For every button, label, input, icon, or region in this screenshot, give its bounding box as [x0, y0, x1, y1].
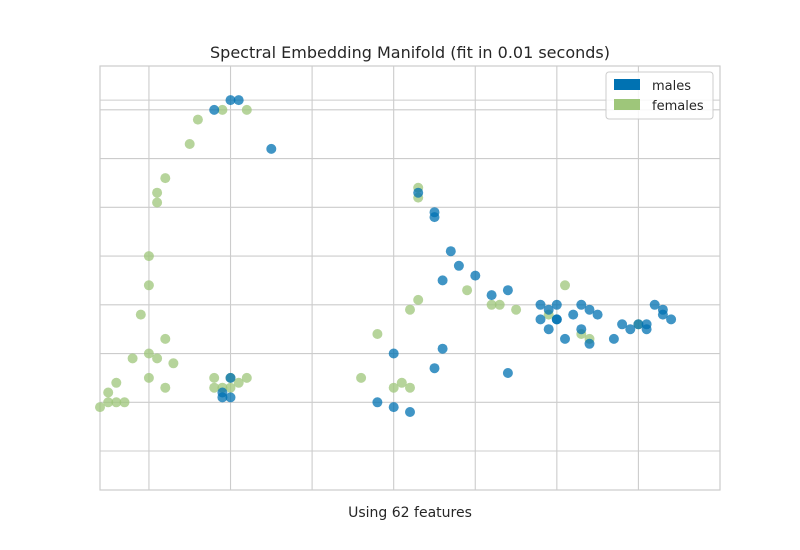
- point-males-28: [625, 324, 636, 335]
- series-females: [95, 104, 644, 413]
- point-females-3: [184, 139, 195, 149]
- point-males-10: [470, 270, 481, 281]
- point-males-37: [388, 348, 399, 359]
- point-males-43: [388, 402, 399, 413]
- chart-title: Spectral Embedding Manifold (fit in 0.01…: [210, 43, 610, 62]
- point-females-13: [127, 353, 138, 364]
- point-males-6: [429, 207, 440, 218]
- point-males-7: [445, 246, 456, 257]
- legend: males females: [605, 71, 714, 120]
- point-females-1: [241, 104, 252, 115]
- point-females-18: [103, 387, 114, 398]
- point-females-6: [152, 197, 163, 208]
- legend-swatch-males: [614, 79, 640, 90]
- point-males-1: [225, 95, 236, 106]
- point-males-19: [576, 324, 587, 335]
- point-females-5: [152, 187, 163, 198]
- point-females-15: [143, 372, 154, 383]
- point-males-17: [576, 299, 587, 310]
- point-males-40: [217, 392, 228, 403]
- point-males-30: [666, 314, 677, 325]
- point-females-28: [241, 372, 252, 383]
- point-females-40: [486, 299, 497, 310]
- point-males-33: [649, 299, 660, 310]
- point-males-20: [592, 309, 603, 320]
- point-females-35: [405, 304, 415, 315]
- point-females-33: [396, 377, 407, 388]
- plot-frame: [99, 65, 721, 491]
- point-females-23: [209, 372, 220, 383]
- point-males-14: [535, 299, 546, 310]
- point-males-15: [543, 304, 554, 315]
- point-females-20: [111, 397, 122, 408]
- point-males-45: [641, 324, 652, 335]
- point-males-38: [225, 372, 236, 383]
- x-axis-label: Using 62 features: [348, 505, 472, 521]
- point-females-17: [160, 382, 171, 393]
- point-males-44: [405, 407, 415, 417]
- point-males-23: [535, 314, 546, 325]
- series-males: [209, 95, 677, 417]
- point-males-11: [486, 290, 497, 301]
- point-females-14: [168, 358, 179, 369]
- point-males-3: [266, 143, 277, 154]
- point-males-47: [617, 319, 628, 330]
- point-females-22: [95, 402, 105, 413]
- point-females-34: [405, 382, 415, 393]
- plot-area: [95, 65, 721, 491]
- point-females-42: [511, 304, 522, 315]
- point-females-30: [356, 372, 367, 383]
- point-females-32: [388, 382, 399, 393]
- legend-label-males: males: [652, 79, 691, 94]
- point-females-21: [119, 397, 130, 408]
- point-males-2: [233, 95, 244, 106]
- point-males-21: [551, 314, 562, 325]
- point-females-7: [143, 251, 154, 262]
- point-males-16: [551, 299, 562, 310]
- point-females-29: [225, 382, 236, 393]
- point-males-41: [225, 392, 236, 403]
- point-females-2: [192, 114, 203, 125]
- plot-background: [100, 66, 720, 490]
- point-males-34: [502, 368, 513, 378]
- point-males-22: [543, 324, 554, 335]
- point-males-35: [429, 363, 440, 374]
- point-males-27: [568, 309, 579, 320]
- point-males-46: [657, 309, 668, 320]
- point-males-32: [633, 319, 644, 330]
- point-females-26: [209, 382, 220, 393]
- point-females-8: [143, 280, 154, 291]
- legend-swatch-females: [614, 99, 640, 110]
- point-females-0: [217, 104, 228, 115]
- point-females-9: [135, 309, 146, 320]
- point-females-25: [233, 377, 244, 388]
- point-males-9: [437, 275, 448, 286]
- point-females-31: [372, 329, 383, 339]
- point-females-16: [111, 377, 122, 388]
- point-males-0: [209, 104, 220, 115]
- point-males-25: [584, 338, 595, 349]
- point-males-36: [437, 343, 448, 354]
- point-females-41: [494, 299, 505, 310]
- point-males-24: [608, 333, 619, 344]
- point-females-10: [160, 333, 171, 344]
- point-females-4: [160, 173, 171, 184]
- point-males-42: [372, 397, 383, 408]
- point-females-39: [462, 285, 473, 296]
- point-females-36: [413, 294, 424, 305]
- point-males-26: [560, 333, 570, 344]
- point-males-8: [453, 260, 464, 271]
- point-males-4: [413, 187, 424, 198]
- data-points: [95, 95, 677, 417]
- legend-label-females: females: [652, 99, 704, 114]
- point-males-18: [584, 304, 595, 315]
- point-females-12: [152, 353, 163, 364]
- point-females-44: [560, 280, 570, 291]
- point-females-19: [103, 397, 114, 408]
- point-females-11: [143, 348, 154, 359]
- point-males-12: [502, 285, 513, 296]
